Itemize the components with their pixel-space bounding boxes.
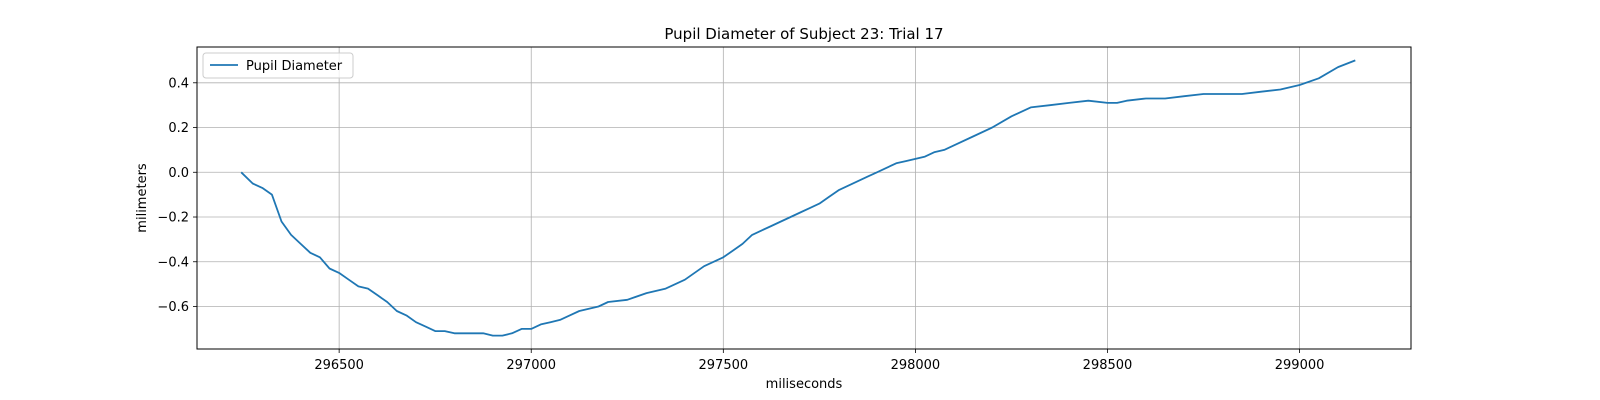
- plot-area-background: [197, 47, 1411, 349]
- x-tick-label: 298500: [1083, 358, 1133, 373]
- series-line-pupil-diameter: [240, 59, 1356, 337]
- x-tick-label: 297500: [699, 358, 749, 373]
- y-tick-label: −0.2: [157, 211, 189, 226]
- y-tick-label: 0.2: [168, 121, 189, 136]
- legend-box: [202, 52, 354, 79]
- grid-lines: [197, 47, 1411, 349]
- x-tick-label: 298000: [891, 358, 941, 373]
- legend: Pupil Diameter: [202, 52, 354, 79]
- x-tick-label: 297000: [506, 358, 556, 373]
- plot-frame: [196, 46, 1412, 350]
- chart-title: Pupil Diameter of Subject 23: Trial 17: [664, 25, 943, 43]
- x-axis-label: miliseconds: [766, 377, 843, 392]
- axis-ticks: 296500 297000 297500 298000 298500 299000 −0.6…: [157, 76, 1324, 373]
- y-tick-label: −0.6: [157, 300, 189, 315]
- y-tick-label: 0.4: [168, 76, 189, 91]
- x-tick-label: 299000: [1275, 358, 1325, 373]
- y-tick-label: −0.4: [157, 255, 189, 270]
- y-axis-label: milimeters: [135, 163, 150, 233]
- data-series-layer: [240, 59, 1356, 337]
- legend-label-pupil-diameter: Pupil Diameter: [246, 59, 343, 74]
- y-tick-label: 0.0: [168, 166, 189, 181]
- x-tick-label: 296500: [314, 358, 364, 373]
